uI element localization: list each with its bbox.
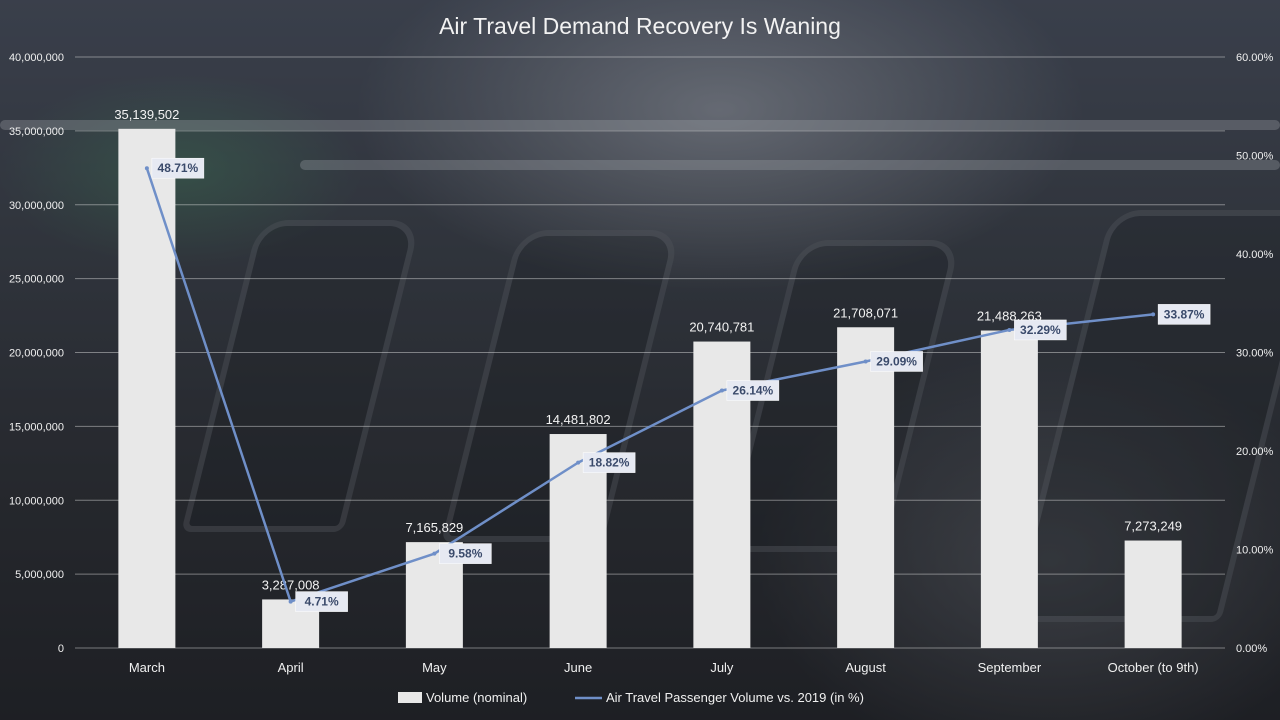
category-label: April bbox=[278, 660, 304, 675]
line-point bbox=[863, 359, 868, 364]
line-value-label: 29.09% bbox=[876, 354, 917, 368]
left-tick-label: 5,000,000 bbox=[15, 569, 64, 581]
line-point bbox=[1151, 312, 1156, 317]
handrail-shape bbox=[300, 160, 1280, 170]
line-value-label: 33.87% bbox=[1164, 307, 1205, 321]
bar-value-label: 7,273,249 bbox=[1124, 519, 1182, 534]
bar-value-label: 35,139,502 bbox=[114, 107, 179, 122]
line-point bbox=[1007, 327, 1012, 332]
bar bbox=[837, 327, 895, 648]
gridlines bbox=[75, 56, 1225, 649]
left-tick-label: 20,000,000 bbox=[9, 348, 64, 360]
right-tick-label: 10.00% bbox=[1236, 545, 1274, 557]
line-label-box bbox=[726, 380, 780, 401]
left-tick-label: 35,000,000 bbox=[9, 126, 64, 138]
line-point bbox=[576, 460, 581, 465]
left-tick-label: 10,000,000 bbox=[9, 495, 64, 507]
right-axis: 0.00% 10.00% 20.00% 30.00% 40.00% 50.00% 60.00… bbox=[1236, 52, 1274, 655]
category-label: June bbox=[564, 660, 592, 675]
line-label-box bbox=[1157, 304, 1211, 325]
line-point bbox=[288, 599, 293, 604]
bar-value-label: 7,165,829 bbox=[405, 520, 463, 535]
bar-value-label: 20,740,781 bbox=[689, 320, 754, 335]
line-value-label: 9.58% bbox=[448, 547, 482, 561]
left-tick-label: 25,000,000 bbox=[9, 274, 64, 286]
handrail-shape bbox=[0, 120, 1280, 130]
chart-title: Air Travel Demand Recovery Is Waning bbox=[439, 13, 841, 39]
bar bbox=[980, 330, 1038, 648]
left-tick-label: 40,000,000 bbox=[9, 52, 64, 64]
left-tick-label: 15,000,000 bbox=[9, 421, 64, 433]
left-tick-label: 0 bbox=[58, 643, 64, 655]
category-label: July bbox=[710, 660, 734, 675]
line-label-box bbox=[870, 351, 923, 372]
right-tick-label: 50.00% bbox=[1236, 151, 1274, 163]
right-tick-label: 0.00% bbox=[1236, 643, 1267, 655]
line-value-label: 48.71% bbox=[158, 161, 199, 175]
line-point bbox=[719, 388, 724, 393]
line-label-box bbox=[582, 452, 636, 473]
legend-line-label: Air Travel Passenger Volume vs. 2019 (in… bbox=[606, 690, 864, 705]
line-label-box bbox=[1014, 319, 1067, 341]
category-label: September bbox=[978, 660, 1042, 675]
right-tick-label: 40.00% bbox=[1236, 249, 1274, 261]
left-axis: 0 5,000,000 10,000,000 15,000,000 20,000,000… bbox=[9, 52, 64, 655]
category-label: March bbox=[129, 660, 165, 675]
bar bbox=[1124, 540, 1182, 648]
line-value-label: 32.29% bbox=[1020, 323, 1061, 337]
category-axis: March April May June July August September Octo… bbox=[129, 660, 1199, 675]
line-label-box bbox=[295, 591, 348, 612]
bar-value-label: 3,287,008 bbox=[262, 577, 320, 592]
bar-value-label: 21,708,071 bbox=[833, 305, 898, 320]
legend: Volume (nominal) Air Travel Passenger Vo… bbox=[398, 690, 864, 705]
line-value-label: 18.82% bbox=[589, 456, 630, 470]
category-label: August bbox=[845, 660, 886, 675]
bar-value-label: 14,481,802 bbox=[546, 412, 611, 427]
bar-series bbox=[118, 128, 1182, 649]
line-value-label: 4.71% bbox=[305, 595, 339, 609]
bar-value-labels: 35,139,502 3,287,008 7,165,829 14,481,802 20… bbox=[114, 107, 1182, 593]
category-label: October (to 9th) bbox=[1108, 660, 1199, 675]
line-label-box bbox=[151, 157, 205, 179]
line-point bbox=[432, 551, 437, 556]
legend-bar-label: Volume (nominal) bbox=[426, 690, 527, 705]
legend-bar-swatch bbox=[398, 692, 422, 703]
right-tick-label: 30.00% bbox=[1236, 348, 1274, 360]
line-value-label: 26.14% bbox=[733, 384, 774, 398]
category-label: May bbox=[422, 660, 447, 675]
right-tick-label: 60.00% bbox=[1236, 52, 1274, 64]
line-point bbox=[144, 166, 149, 171]
line-label-box bbox=[439, 543, 492, 564]
left-tick-label: 30,000,000 bbox=[9, 200, 64, 212]
right-tick-label: 20.00% bbox=[1236, 446, 1274, 458]
bar bbox=[118, 128, 176, 649]
line-value-labels: 48.71% 4.71% 9.58% 18.82% 26.14% 29.09% 32.29%… bbox=[151, 157, 1211, 612]
